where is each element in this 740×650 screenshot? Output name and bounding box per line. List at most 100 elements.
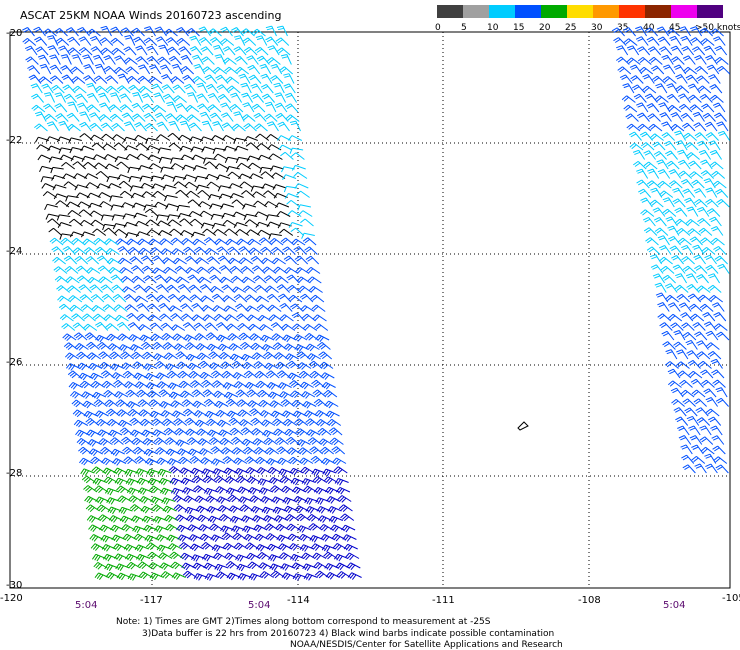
wind-barb bbox=[297, 447, 312, 455]
wind-barb bbox=[99, 524, 114, 533]
wind-barb bbox=[696, 206, 710, 217]
wind-barb bbox=[243, 446, 258, 455]
wind-barb bbox=[636, 168, 649, 179]
wind-barb bbox=[156, 457, 171, 466]
wind-barb bbox=[662, 274, 676, 284]
wind-barb bbox=[99, 102, 112, 113]
wind-barb bbox=[690, 37, 704, 46]
wind-barb bbox=[166, 284, 180, 293]
wind-barb bbox=[107, 506, 122, 515]
wind-barb bbox=[250, 505, 265, 514]
wind-barb bbox=[294, 418, 309, 427]
wind-barb bbox=[115, 238, 130, 246]
wind-barb bbox=[276, 47, 291, 56]
wind-barb bbox=[132, 525, 147, 534]
wind-barb bbox=[638, 188, 652, 198]
wind-barb bbox=[140, 418, 155, 427]
wind-barb bbox=[659, 190, 674, 198]
wind-barb bbox=[688, 370, 703, 379]
wind-barb bbox=[306, 513, 322, 522]
wind-barb bbox=[123, 294, 138, 303]
wind-barb bbox=[151, 255, 166, 265]
legend-label: 25 bbox=[565, 23, 576, 33]
lon-label-120: -120 bbox=[0, 593, 23, 604]
lat-label-20: -20 bbox=[6, 28, 22, 39]
wind-barb bbox=[220, 361, 235, 369]
wind-barb bbox=[37, 54, 50, 65]
wind-barb bbox=[116, 409, 131, 417]
wind-barb bbox=[648, 56, 663, 65]
wind-barb bbox=[699, 27, 713, 37]
wind-barb bbox=[251, 428, 266, 436]
wind-barb bbox=[70, 390, 85, 399]
wind-barb bbox=[40, 176, 55, 183]
wind-barb bbox=[665, 216, 678, 227]
wind-barb bbox=[276, 284, 290, 293]
wind-barb bbox=[156, 121, 169, 132]
wind-barb bbox=[676, 228, 691, 236]
wind-barb bbox=[273, 515, 289, 523]
wind-barb bbox=[213, 552, 228, 561]
wind-barb bbox=[149, 572, 164, 581]
wind-barb bbox=[673, 64, 687, 75]
wind-barb bbox=[84, 495, 99, 504]
wind-barb bbox=[205, 173, 220, 180]
wind-barb bbox=[102, 304, 117, 312]
wind-barb bbox=[63, 255, 78, 265]
wind-barb bbox=[705, 187, 718, 198]
wind-barb bbox=[264, 447, 279, 455]
wind-barb bbox=[195, 184, 210, 191]
wind-barb bbox=[145, 293, 160, 303]
wind-barb bbox=[90, 219, 105, 227]
wind-barb bbox=[710, 94, 724, 103]
wind-barb bbox=[168, 120, 180, 132]
wind-barb bbox=[283, 418, 298, 427]
wind-barb bbox=[335, 562, 350, 571]
wind-barb bbox=[274, 202, 290, 209]
wind-barb bbox=[104, 563, 119, 572]
wind-barb bbox=[123, 381, 138, 389]
wind-barb bbox=[105, 247, 120, 255]
wind-barb bbox=[334, 478, 349, 486]
wind-barb bbox=[150, 333, 165, 342]
wind-barb bbox=[49, 64, 63, 75]
wind-barb bbox=[161, 84, 175, 94]
wind-barb bbox=[143, 448, 158, 457]
wind-barb bbox=[301, 313, 316, 322]
wind-barb bbox=[287, 533, 302, 542]
wind-barb bbox=[119, 267, 134, 274]
wind-barb bbox=[166, 214, 181, 221]
wind-barb bbox=[308, 523, 323, 531]
wind-barb bbox=[694, 198, 708, 208]
wind-barb bbox=[243, 533, 258, 542]
wind-barb bbox=[220, 112, 234, 122]
wind-barb bbox=[629, 64, 643, 75]
wind-barb bbox=[124, 145, 139, 151]
wind-barb bbox=[698, 227, 713, 236]
wind-barb bbox=[101, 133, 116, 141]
wind-barb bbox=[172, 257, 187, 265]
wind-barb bbox=[245, 229, 261, 236]
wind-barb bbox=[294, 505, 309, 514]
wind-barb bbox=[221, 134, 237, 141]
wind-barb bbox=[103, 55, 116, 65]
wind-barb bbox=[166, 101, 178, 113]
wind-barb bbox=[167, 543, 182, 551]
legend-swatch bbox=[645, 5, 671, 18]
wind-barb bbox=[100, 122, 114, 132]
wind-barb bbox=[670, 112, 683, 122]
wind-barb bbox=[167, 382, 182, 390]
wind-barb bbox=[128, 175, 143, 183]
wind-barb bbox=[165, 523, 180, 532]
wind-barb bbox=[229, 193, 244, 199]
wind-barb bbox=[215, 322, 230, 331]
wind-barb bbox=[75, 429, 90, 438]
wind-barb bbox=[60, 237, 75, 246]
wind-barb bbox=[286, 274, 300, 284]
wind-barb bbox=[124, 553, 140, 562]
wind-barb bbox=[167, 132, 182, 141]
wind-barb bbox=[286, 447, 301, 455]
wind-barb bbox=[260, 83, 274, 94]
wind-barb bbox=[112, 293, 127, 303]
wind-barb bbox=[117, 419, 133, 428]
